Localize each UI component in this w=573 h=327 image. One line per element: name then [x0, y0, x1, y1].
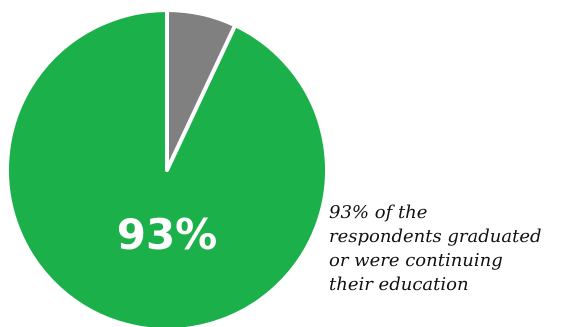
chart-annotation: 93% of the respondents graduated or were… [329, 201, 573, 297]
pie-slices [4, 8, 329, 327]
pie-percentage-label: 93% [117, 210, 218, 259]
annotation-line: their education [329, 274, 469, 295]
pie-slice-1 [165, 8, 238, 172]
annotation-line: or were continuing [329, 250, 503, 271]
annotation-line: 93% of the [329, 202, 428, 223]
annotation-line: respondents graduated [329, 226, 542, 247]
